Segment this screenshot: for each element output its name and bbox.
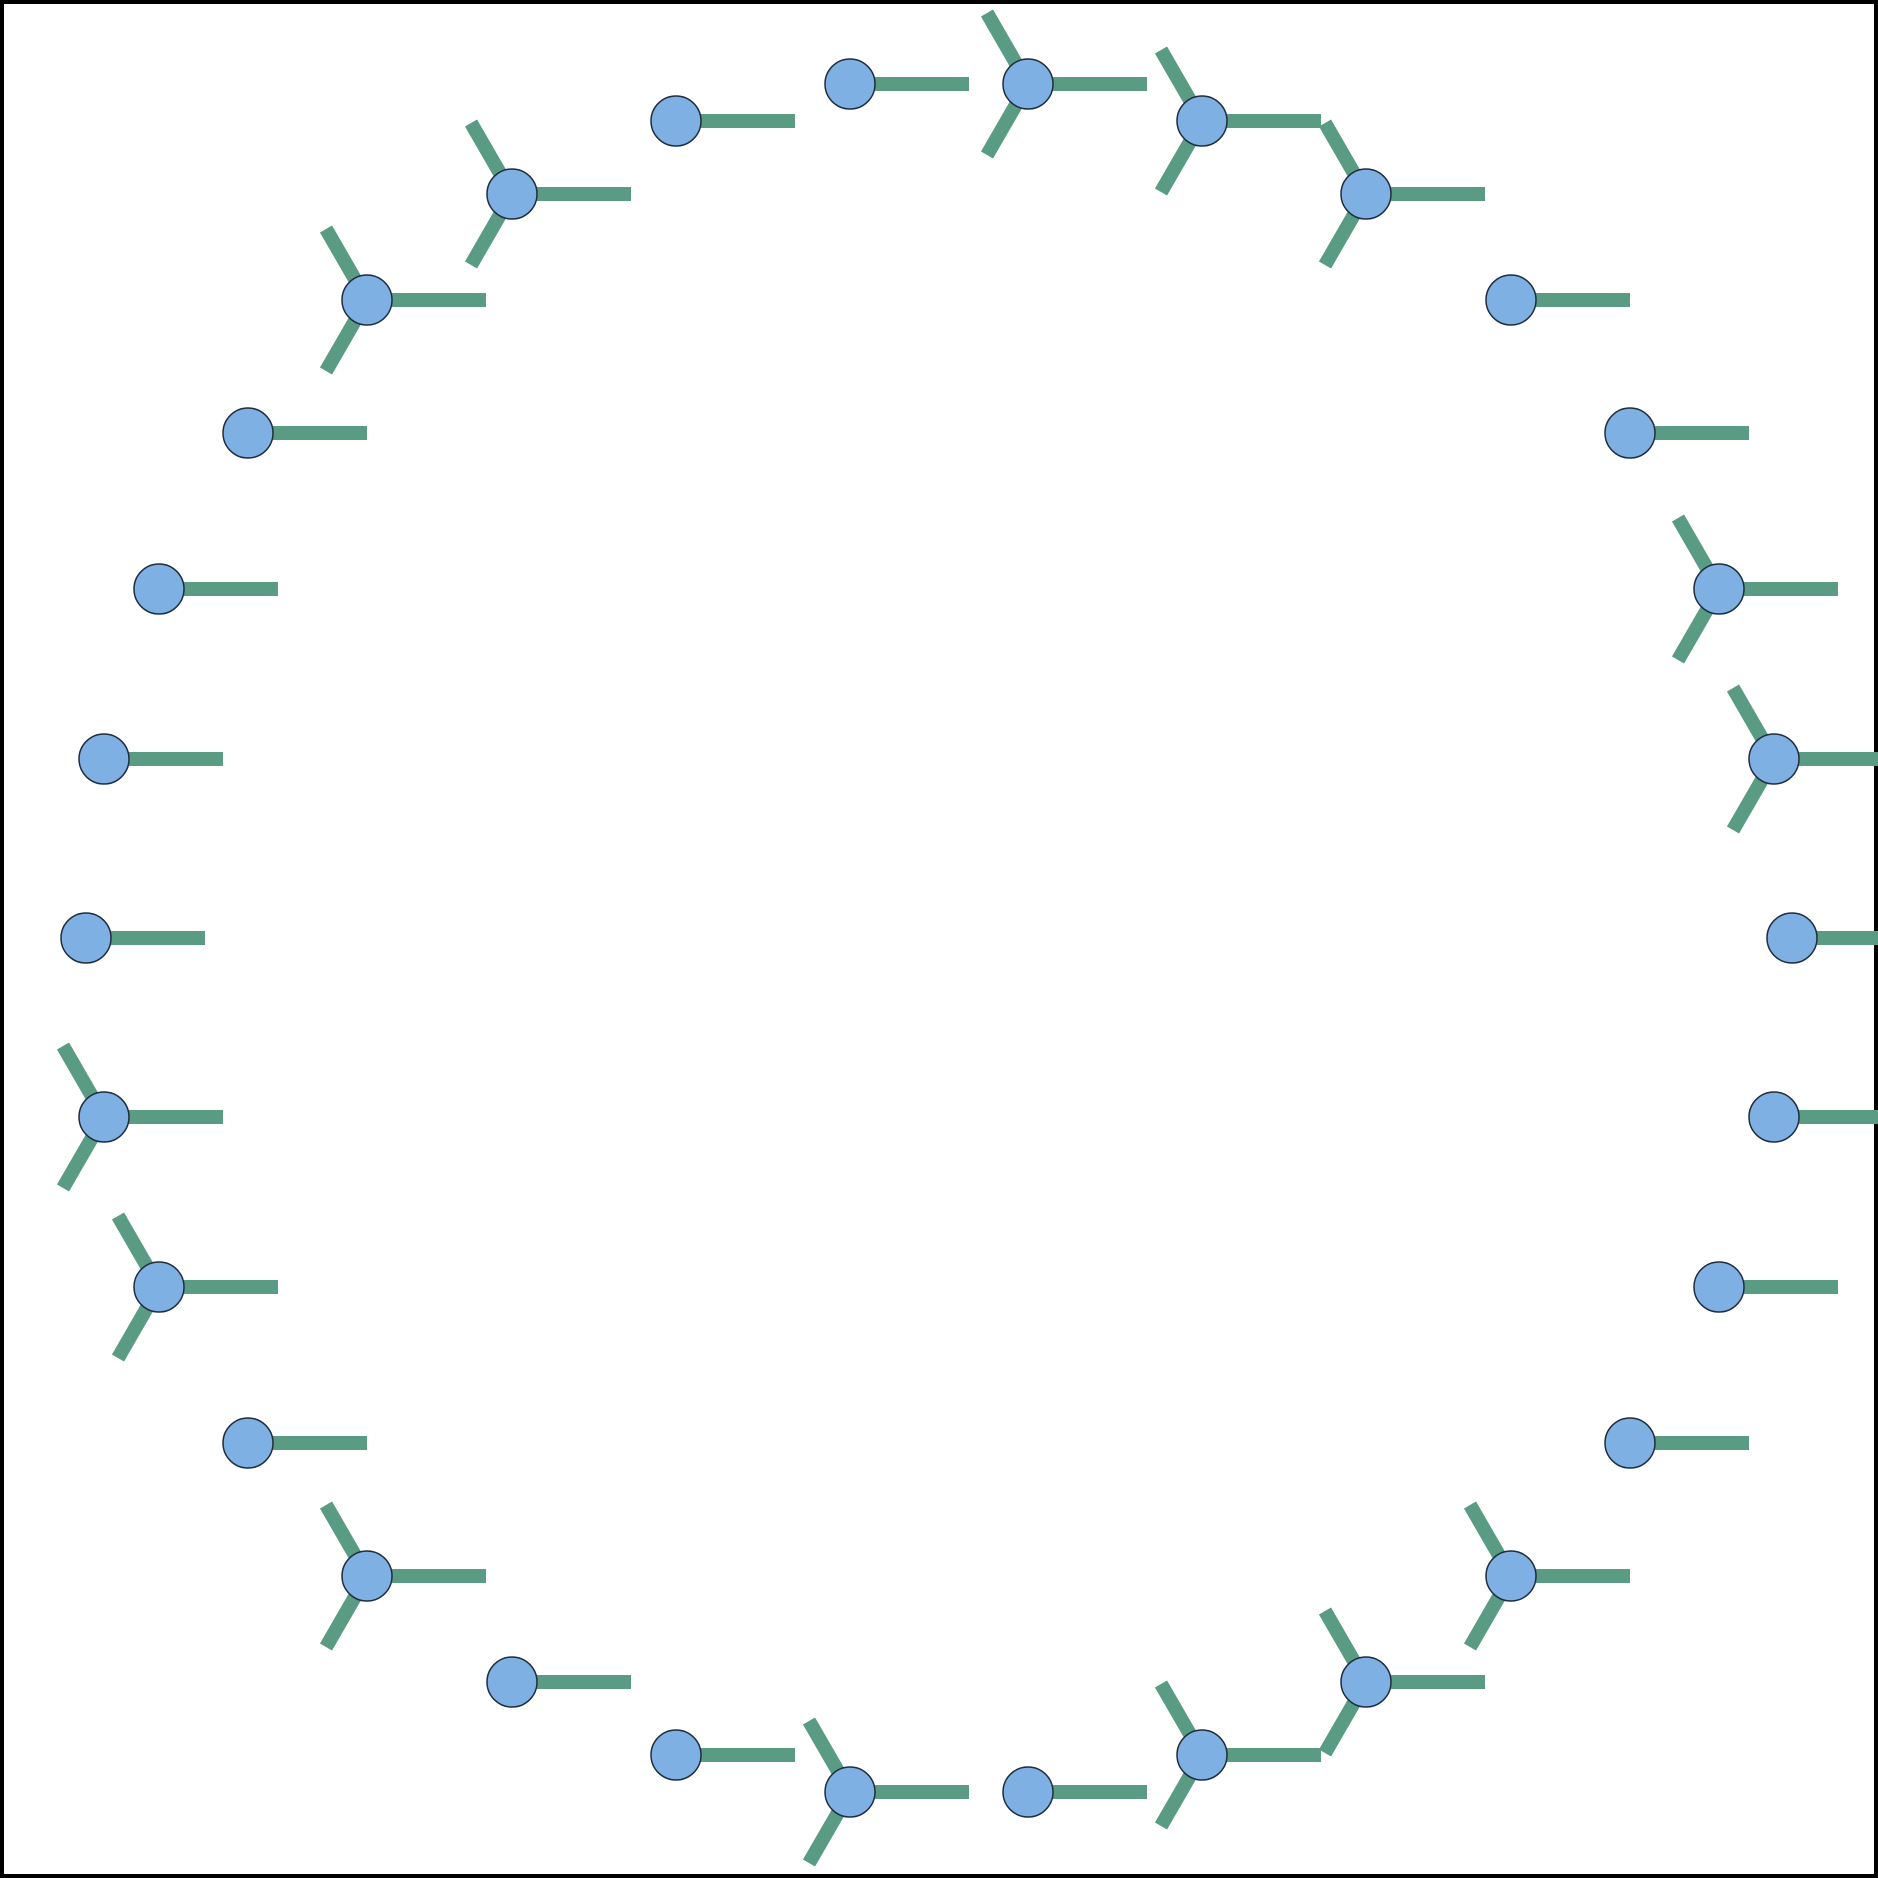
node-group (1604, 407, 1749, 459)
node-circle (1604, 407, 1656, 459)
node-circle (1176, 1729, 1228, 1781)
node-circle (78, 1091, 130, 1143)
node-group (1485, 274, 1630, 326)
node-group (1693, 1261, 1838, 1313)
node-group (1748, 1091, 1878, 1143)
nodes-layer (56, 9, 1878, 1867)
node-group (1318, 119, 1485, 269)
node-group (486, 1656, 631, 1708)
node-group (824, 58, 969, 110)
node-group (1726, 684, 1878, 834)
node-circle (78, 733, 130, 785)
node-group (222, 1417, 367, 1469)
node-group (1154, 46, 1321, 196)
node-group (650, 1729, 795, 1781)
node-circle (1340, 168, 1392, 220)
node-group (650, 95, 795, 147)
node-circle (341, 1550, 393, 1602)
node-group (1766, 912, 1878, 964)
node-group (1671, 514, 1838, 664)
node-circle (824, 1766, 876, 1818)
node-circle (1693, 1261, 1745, 1313)
node-circle (650, 1729, 702, 1781)
node-group (111, 1212, 278, 1362)
node-circle (824, 58, 876, 110)
node-circle (133, 563, 185, 615)
node-group (222, 407, 367, 459)
node-group (133, 563, 278, 615)
node-circle (1604, 1417, 1656, 1469)
node-circle (1340, 1656, 1392, 1708)
node-circle (222, 1417, 274, 1469)
node-group (60, 912, 205, 964)
node-group (78, 733, 223, 785)
node-group (802, 1717, 969, 1867)
node-circle (1002, 58, 1054, 110)
node-group (1002, 1766, 1147, 1818)
node-circle (341, 274, 393, 326)
node-circle (650, 95, 702, 147)
node-circle (1176, 95, 1228, 147)
node-group (319, 225, 486, 375)
node-group (1604, 1417, 1749, 1469)
node-circle (486, 168, 538, 220)
node-group (56, 1042, 223, 1192)
node-circle (1002, 1766, 1054, 1818)
node-circle (1693, 563, 1745, 615)
node-circle (1485, 274, 1537, 326)
node-circle (1766, 912, 1818, 964)
node-circle (222, 407, 274, 459)
node-group (1463, 1501, 1630, 1651)
node-circle (60, 912, 112, 964)
node-circle (1748, 733, 1800, 785)
node-group (1318, 1607, 1485, 1757)
node-group (1154, 1680, 1321, 1830)
node-group (980, 9, 1147, 159)
node-group (319, 1501, 486, 1651)
node-circle (486, 1656, 538, 1708)
node-circle (1748, 1091, 1800, 1143)
node-circle (133, 1261, 185, 1313)
node-circle (1485, 1550, 1537, 1602)
node-group (464, 119, 631, 269)
